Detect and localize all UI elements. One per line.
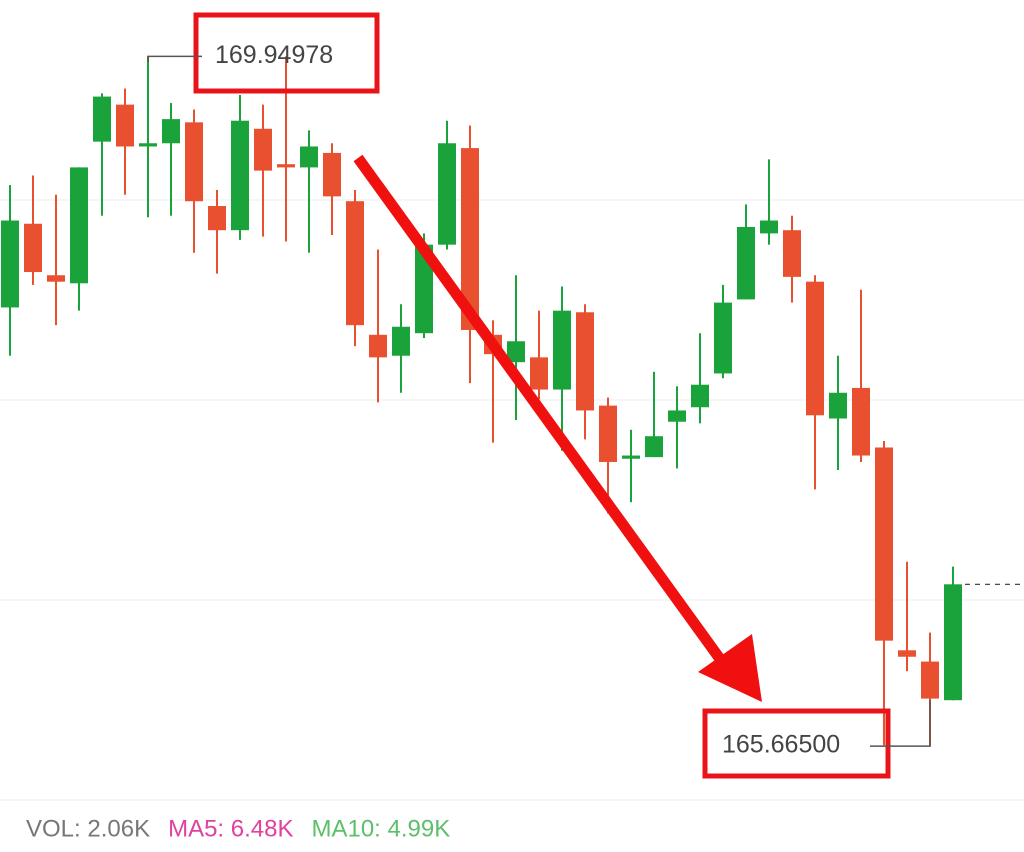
- candle-body: [254, 128, 272, 171]
- candle-body: [898, 650, 916, 657]
- candle-body: [783, 230, 801, 277]
- candle-body: [438, 143, 456, 245]
- candle-body: [530, 357, 548, 390]
- candle-body: [944, 584, 962, 701]
- arrow: [353, 154, 733, 674]
- footer: VOL: 2.06K MA5: 6.48K MA10: 4.99K: [26, 815, 450, 842]
- candle-body: [47, 275, 65, 282]
- candle-body: [208, 206, 226, 231]
- highlight-box: [193, 12, 380, 94]
- candle-body: [185, 122, 203, 202]
- candle-body: [852, 387, 870, 456]
- candle-body: [714, 302, 732, 374]
- footer-stat: VOL: 2.06K: [26, 815, 150, 842]
- footer-stat: MA10: 4.99K: [311, 815, 450, 842]
- candle-body: [829, 392, 847, 419]
- candle-body: [553, 310, 571, 390]
- candle-body: [691, 384, 709, 408]
- candle-body: [139, 143, 157, 147]
- candle-body: [346, 201, 364, 326]
- labels: [147, 55, 931, 747]
- candle-body: [737, 226, 755, 300]
- candle-body: [875, 447, 893, 641]
- candle-body: [277, 164, 295, 168]
- candle-body: [300, 146, 318, 168]
- candle-body: [162, 119, 180, 144]
- leader-line: [147, 55, 202, 63]
- candle-body: [760, 220, 778, 234]
- arrow-head: [698, 634, 762, 702]
- candle-body: [921, 661, 939, 699]
- leader-line: [870, 700, 931, 747]
- candle-body: [93, 96, 111, 142]
- candle-body: [323, 152, 341, 197]
- footer-stat: MA5: 6.48K: [168, 815, 293, 842]
- highlight-box: [702, 708, 891, 779]
- candle-body: [24, 223, 42, 273]
- candle-body: [622, 455, 640, 459]
- candle-body: [415, 244, 433, 334]
- candle-body: [507, 341, 525, 363]
- candle-body: [576, 312, 594, 411]
- candles: [1, 56, 1024, 747]
- min-label: 165.66500: [722, 731, 840, 759]
- candle-body: [369, 334, 387, 358]
- candle-body: [1, 220, 19, 308]
- candle-body: [645, 436, 663, 458]
- candle-body: [392, 326, 410, 356]
- candle-body: [116, 104, 134, 147]
- candle-body: [806, 281, 824, 416]
- max-label: 169.94978: [215, 41, 333, 69]
- candle-body: [70, 167, 88, 284]
- candle-body: [231, 120, 249, 231]
- candle-body: [599, 405, 617, 462]
- candle-body: [461, 148, 479, 330]
- candle-body: [668, 410, 686, 422]
